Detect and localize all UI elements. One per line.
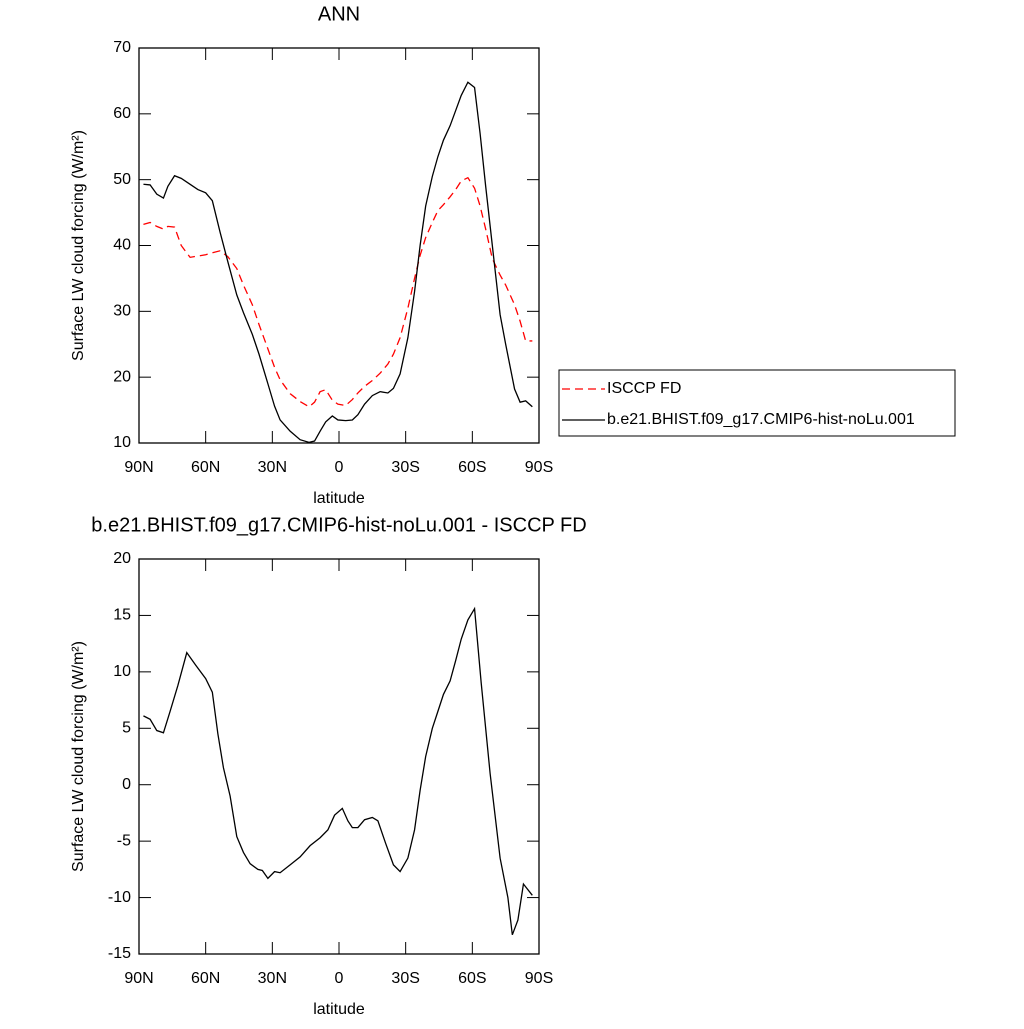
x-tick-label: 90N (124, 459, 153, 476)
y-axis-label: Surface LW cloud forcing (W/m²) (70, 130, 87, 361)
y-tick-label: 60 (113, 105, 131, 122)
data-line (143, 176, 533, 408)
x-axis-label: latitude (313, 490, 365, 507)
chart-title: ANN (318, 3, 360, 25)
chart-title: b.e21.BHIST.f09_g17.CMIP6-hist-noLu.001 … (91, 514, 586, 536)
y-tick-label: 30 (113, 303, 131, 320)
x-tick-label: 90S (525, 970, 553, 987)
y-tick-label: 40 (113, 237, 131, 254)
x-tick-label: 60S (458, 459, 486, 476)
y-tick-label: -15 (108, 945, 131, 962)
x-tick-label: 30N (258, 459, 287, 476)
y-tick-label: 0 (122, 776, 131, 793)
y-tick-label: 10 (113, 434, 131, 451)
y-tick-label: 10 (113, 663, 131, 680)
data-line (143, 606, 533, 936)
plot-frame (138, 558, 540, 955)
legend-box (558, 369, 956, 437)
x-tick-label: 30S (391, 459, 419, 476)
legend-label: ISCCP FD (607, 380, 681, 397)
x-tick-label: 30N (258, 970, 287, 987)
x-tick-label: 0 (335, 970, 344, 987)
x-axis-label: latitude (313, 1001, 365, 1018)
x-tick-label: 60N (191, 970, 220, 987)
y-tick-label: 50 (113, 171, 131, 188)
x-tick-label: 60N (191, 459, 220, 476)
y-tick-label: 70 (113, 39, 131, 56)
y-tick-label: -5 (117, 832, 131, 849)
y-tick-label: 20 (113, 368, 131, 385)
y-axis-label: Surface LW cloud forcing (W/m²) (70, 641, 87, 872)
x-tick-label: 90N (124, 970, 153, 987)
x-tick-label: 60S (458, 970, 486, 987)
y-tick-label: -10 (108, 889, 131, 906)
x-tick-label: 30S (391, 970, 419, 987)
y-tick-label: 15 (113, 607, 131, 624)
y-tick-label: 20 (113, 550, 131, 567)
x-tick-label: 90S (525, 459, 553, 476)
x-tick-label: 0 (335, 459, 344, 476)
legend-label: b.e21.BHIST.f09_g17.CMIP6-hist-noLu.001 (607, 411, 915, 428)
plot-frame (138, 47, 540, 444)
data-line (143, 81, 533, 444)
y-tick-label: 5 (122, 720, 131, 737)
